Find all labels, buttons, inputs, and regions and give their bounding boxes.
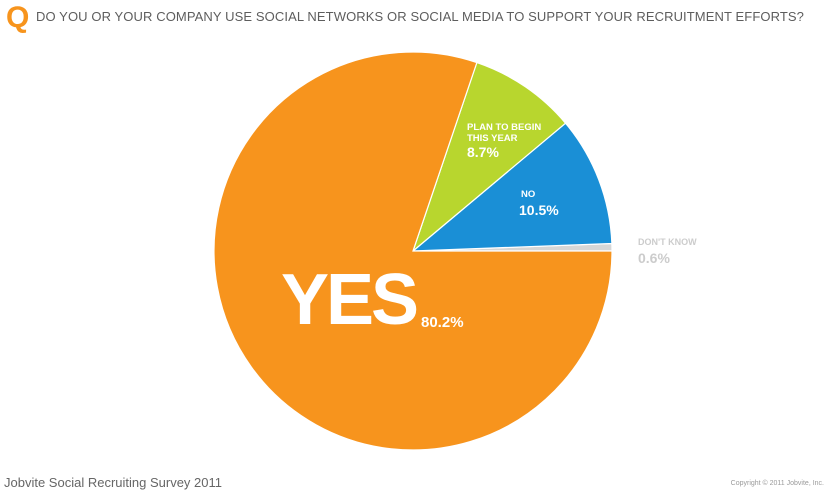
label-plan-line-2: THIS YEAR [467, 133, 518, 144]
pie-slice-no [411, 122, 613, 252]
source-note: Jobvite Social Recruiting Survey 2011 [4, 475, 222, 490]
pie-slice-plan-to-begin-this-year [411, 61, 567, 253]
value-yes: 80.2% [421, 314, 464, 331]
question-title: DO YOU OR YOUR COMPANY USE SOCIAL NETWOR… [36, 9, 804, 24]
label-yes: YES [281, 260, 417, 340]
label-dont-know: DON'T KNOW [638, 237, 697, 247]
label-no: NO [521, 189, 535, 200]
value-no: 10.5% [519, 202, 559, 218]
pie-slice-yes [213, 51, 613, 451]
pie-slices [213, 51, 613, 451]
value-plan: 8.7% [467, 144, 499, 160]
label-plan-line-1: PLAN TO BEGIN [467, 122, 541, 133]
q-badge: Q [6, 1, 30, 34]
value-dont-know: 0.6% [638, 250, 670, 266]
copyright-note: Copyright © 2011 Jobvite, Inc. [730, 480, 824, 487]
